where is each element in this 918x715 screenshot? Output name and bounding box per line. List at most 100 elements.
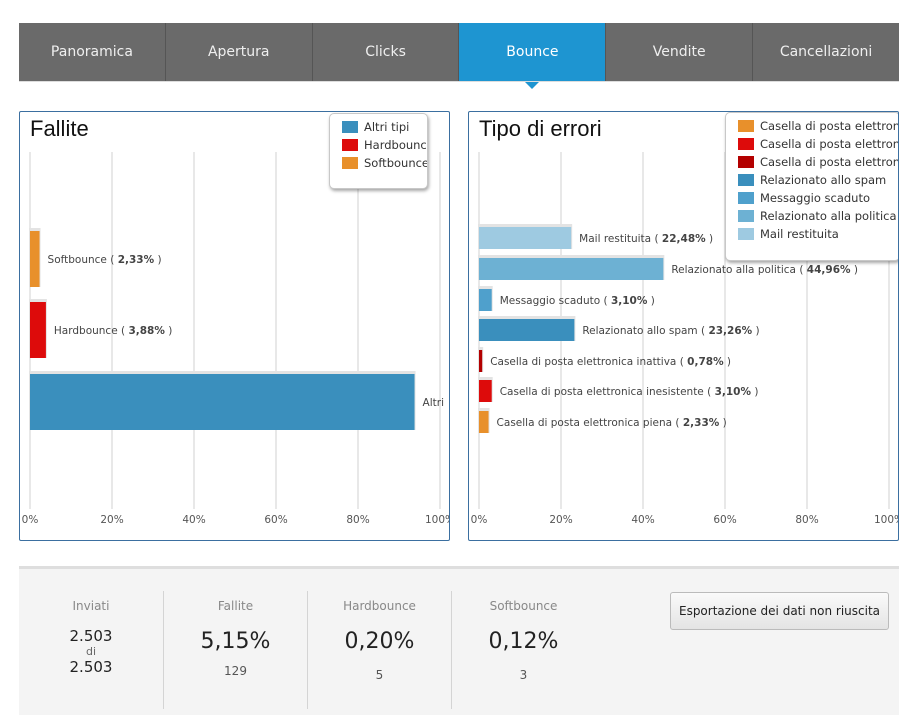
data-label-paren: )	[752, 325, 759, 337]
legend-swatch	[738, 174, 754, 186]
data-label-value: 23,26%	[708, 325, 752, 337]
data-label-paren: (	[118, 325, 129, 337]
stat-sent-total: 2.503	[69, 658, 113, 676]
x-tick-label: 20%	[100, 514, 123, 526]
stat-softbounce-count: 3	[519, 668, 528, 682]
errori-legend: Casella di posta elettron Casella di post…	[725, 112, 898, 261]
x-tick-label: 100%	[874, 514, 899, 526]
data-label-paren: )	[154, 254, 161, 266]
stat-softbounce-percent: 0,12%	[488, 629, 559, 654]
bar[interactable]	[479, 319, 575, 341]
tab-bounce[interactable]: Bounce	[459, 23, 607, 89]
data-label: Casella di posta elettronica piena ( 2,3…	[497, 417, 727, 429]
data-label: Relazionato alla politica ( 44,96% )	[671, 264, 858, 276]
tab-panoramica[interactable]: Panoramica	[19, 23, 166, 81]
legend-swatch	[342, 121, 358, 133]
stat-failed-label: Fallite	[217, 599, 254, 613]
legend-item[interactable]: Casella di posta elettron	[738, 117, 898, 135]
bar[interactable]	[479, 350, 483, 372]
legend-swatch	[342, 139, 358, 151]
data-label-paren: )	[719, 417, 726, 429]
data-label-value: 2,33%	[683, 417, 720, 429]
bar[interactable]	[30, 374, 415, 430]
data-label-value: 0,78%	[687, 356, 724, 368]
x-tick-label: 60%	[713, 514, 736, 526]
data-label: Altri	[423, 397, 444, 409]
bar[interactable]	[479, 227, 572, 249]
errori-chart-panel: 0% 20% 40% 60% 80% 100% Mail restituita ( 22,4…	[468, 111, 899, 541]
tab-clicks[interactable]: Clicks	[313, 23, 460, 81]
fallite-chart-title: Fallite	[30, 116, 89, 141]
legend-label: Relazionato allo spam	[760, 173, 887, 187]
bar[interactable]	[479, 411, 489, 433]
legend-item[interactable]: Casella di posta elettron	[738, 153, 898, 171]
bar[interactable]	[30, 302, 46, 358]
x-tick-label: 60%	[264, 514, 287, 526]
legend-item[interactable]: Softbounce	[342, 154, 427, 172]
legend-item[interactable]: Relazionato alla politica	[738, 207, 897, 225]
stat-hardbounce-label: Hardbounce	[343, 599, 416, 613]
data-label-name: Relazionato allo spam	[582, 325, 697, 337]
bar[interactable]	[479, 289, 492, 311]
fallite-chart-panel: 0%20%40%60%80%100%Softbounce ( 2,33% )Ha…	[19, 111, 450, 541]
errori-chart: 0% 20% 40% 60% 80% 100% Mail restituita ( 22,4…	[471, 152, 899, 526]
data-label-paren: )	[751, 386, 758, 398]
export-failed-button[interactable]: Esportazione dei dati non riuscita	[670, 592, 889, 630]
stat-hardbounce-count: 5	[375, 668, 384, 682]
legend-item[interactable]: Casella di posta elettron	[738, 135, 898, 153]
data-label-paren: (	[651, 233, 662, 245]
tab-cancellazioni[interactable]: Cancellazioni	[779, 44, 873, 60]
data-label-paren: (	[600, 295, 611, 307]
x-tick-label: 40%	[182, 514, 205, 526]
data-label-paren: (	[796, 264, 807, 276]
fallite-chart: 0%20%40%60%80%100%Softbounce ( 2,33% )Ha…	[22, 152, 450, 526]
stat-failed: Fallite 5,15% 129	[163, 591, 307, 709]
legend-item[interactable]: Hardbounce	[342, 136, 427, 154]
x-tick-label: 20%	[549, 514, 572, 526]
data-label-name: Casella di posta elettronica inesistente	[500, 386, 704, 398]
stat-hardbounce-percent: 0,20%	[344, 629, 415, 654]
data-label-name: Casella di posta elettronica inattiva	[490, 356, 676, 368]
bar[interactable]	[479, 380, 492, 402]
stat-sent-value: 2.503	[69, 627, 113, 645]
data-label-paren: (	[698, 325, 709, 337]
legend-item[interactable]: Relazionato allo spam	[738, 171, 891, 189]
stat-failed-percent: 5,15%	[200, 629, 271, 654]
x-tick-label: 0%	[22, 514, 39, 526]
stats-bar: Inviati 2.503 di 2.503 Fallite 5,15% 129…	[19, 569, 899, 715]
legend-label: Relazionato alla politica	[760, 209, 897, 223]
legend-item[interactable]: Messaggio scaduto	[738, 189, 891, 207]
data-label-name: Softbounce	[48, 254, 107, 266]
data-label-value: 22,48%	[662, 233, 706, 245]
legend-item[interactable]: Mail restituita	[738, 225, 891, 243]
legend-label: Hardbounce	[364, 138, 428, 152]
data-label-name: Messaggio scaduto	[500, 295, 600, 307]
data-label-name: Hardbounce	[54, 325, 118, 337]
bar[interactable]	[479, 258, 664, 280]
legend-swatch	[738, 210, 754, 222]
bar[interactable]	[30, 231, 40, 287]
data-label: Relazionato allo spam ( 23,26% )	[582, 325, 759, 337]
tab-apertura[interactable]: Apertura	[166, 23, 313, 81]
legend-swatch	[342, 157, 358, 169]
stats-divider	[19, 566, 899, 569]
legend-swatch	[738, 138, 754, 150]
legend-label: Softbounce	[364, 156, 428, 170]
data-label-name: Relazionato alla politica	[671, 264, 796, 276]
x-tick-label: 40%	[631, 514, 654, 526]
x-tick-label: 100%	[425, 514, 450, 526]
legend-item[interactable]: Altri tipi	[342, 118, 419, 136]
data-label-paren: (	[107, 254, 118, 266]
legend-label: Messaggio scaduto	[760, 191, 871, 205]
tab-vendite[interactable]: Vendite	[606, 23, 754, 81]
data-label-value: 44,96%	[807, 264, 851, 276]
legend-swatch	[738, 228, 754, 240]
data-label-value: 2,33%	[118, 254, 155, 266]
data-label-paren: (	[704, 386, 715, 398]
stat-softbounce: Softbounce 0,12% 3	[451, 591, 595, 709]
data-label: Casella di posta elettronica inesistente…	[500, 386, 759, 398]
stat-failed-count: 129	[224, 664, 247, 678]
legend-label: Casella di posta elettron	[760, 137, 899, 151]
legend-label: Mail restituita	[760, 227, 839, 241]
fallite-legend: Altri tipi Hardbounce Softbounce	[329, 113, 428, 189]
